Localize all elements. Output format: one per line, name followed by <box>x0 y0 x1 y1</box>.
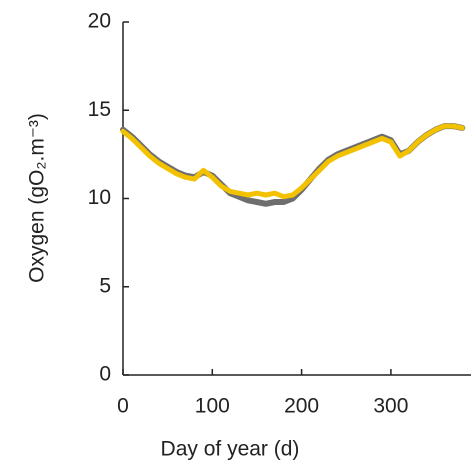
x-tick-label: 100 <box>195 395 230 418</box>
x-axis-label: Day of year (d) <box>161 438 300 461</box>
y-tick-label: 15 <box>88 98 111 121</box>
y-tick-label: 10 <box>88 186 111 209</box>
data-line <box>120 123 465 200</box>
y-tick-label: 5 <box>99 274 111 297</box>
y-tick-label: 20 <box>88 10 111 33</box>
x-tick-label: 0 <box>117 395 129 418</box>
y-tick-label: 0 <box>99 363 111 386</box>
y-axis-label: Oxygen (gO₂.m⁻³) <box>26 113 49 283</box>
x-tick-label: 300 <box>373 395 408 418</box>
x-tick-label: 200 <box>284 395 319 418</box>
